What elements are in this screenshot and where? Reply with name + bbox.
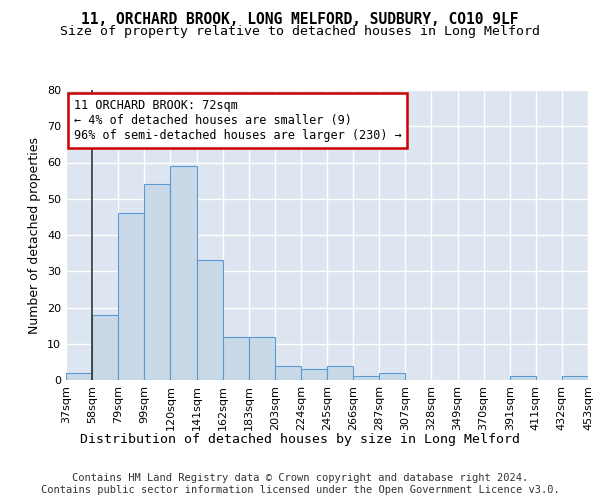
Bar [562, 376, 588, 380]
Bar [327, 366, 353, 380]
Bar [301, 369, 327, 380]
Bar [510, 376, 536, 380]
Bar [118, 213, 145, 380]
Bar [275, 366, 301, 380]
Bar [197, 260, 223, 380]
Bar [66, 373, 92, 380]
Bar [223, 336, 249, 380]
Bar [353, 376, 379, 380]
Bar [92, 315, 118, 380]
Bar [379, 373, 406, 380]
Bar [249, 336, 275, 380]
Text: 11 ORCHARD BROOK: 72sqm
← 4% of detached houses are smaller (9)
96% of semi-deta: 11 ORCHARD BROOK: 72sqm ← 4% of detached… [74, 98, 401, 142]
Text: Contains HM Land Registry data © Crown copyright and database right 2024.
Contai: Contains HM Land Registry data © Crown c… [41, 474, 559, 495]
Bar [145, 184, 170, 380]
Text: Size of property relative to detached houses in Long Melford: Size of property relative to detached ho… [60, 25, 540, 38]
Text: Distribution of detached houses by size in Long Melford: Distribution of detached houses by size … [80, 432, 520, 446]
Bar [170, 166, 197, 380]
Text: 11, ORCHARD BROOK, LONG MELFORD, SUDBURY, CO10 9LF: 11, ORCHARD BROOK, LONG MELFORD, SUDBURY… [81, 12, 519, 28]
Y-axis label: Number of detached properties: Number of detached properties [28, 136, 41, 334]
